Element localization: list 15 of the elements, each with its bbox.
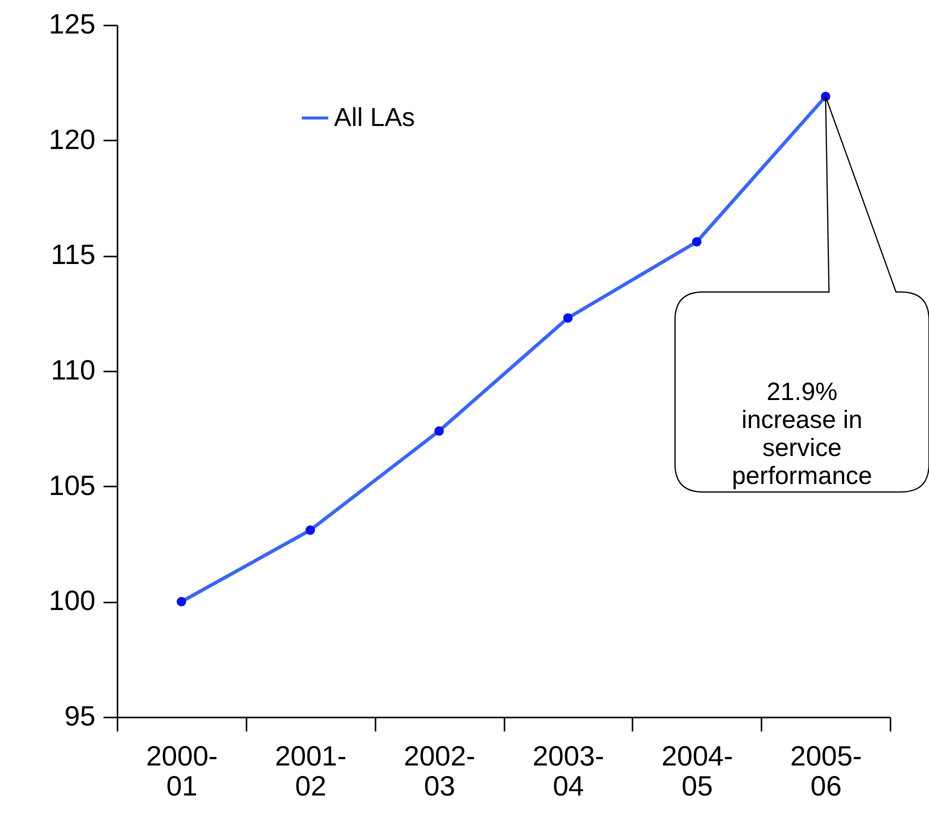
x-tick-label: 2002-03 bbox=[404, 740, 476, 802]
x-tick-label: 2000-01 bbox=[146, 740, 218, 802]
y-tick-label: 100 bbox=[48, 585, 96, 616]
y-tick-label: 105 bbox=[48, 470, 96, 501]
y-tick-label: 115 bbox=[50, 239, 96, 270]
y-tick-label: 110 bbox=[50, 354, 96, 386]
x-tick-label: 2004-05 bbox=[661, 740, 734, 802]
x-tick-label: 2005-06 bbox=[790, 740, 862, 802]
legend-label: All LAs bbox=[334, 102, 415, 132]
x-tick-label: 2003-04 bbox=[532, 740, 604, 802]
x-tick-label: 2001-02 bbox=[274, 740, 347, 802]
y-tick-label: 120 bbox=[48, 124, 96, 155]
y-tick-label: 95 bbox=[64, 700, 96, 732]
y-tick-label: 125 bbox=[48, 8, 96, 40]
annotation: 21.9% increase in service performance bbox=[732, 378, 872, 490]
